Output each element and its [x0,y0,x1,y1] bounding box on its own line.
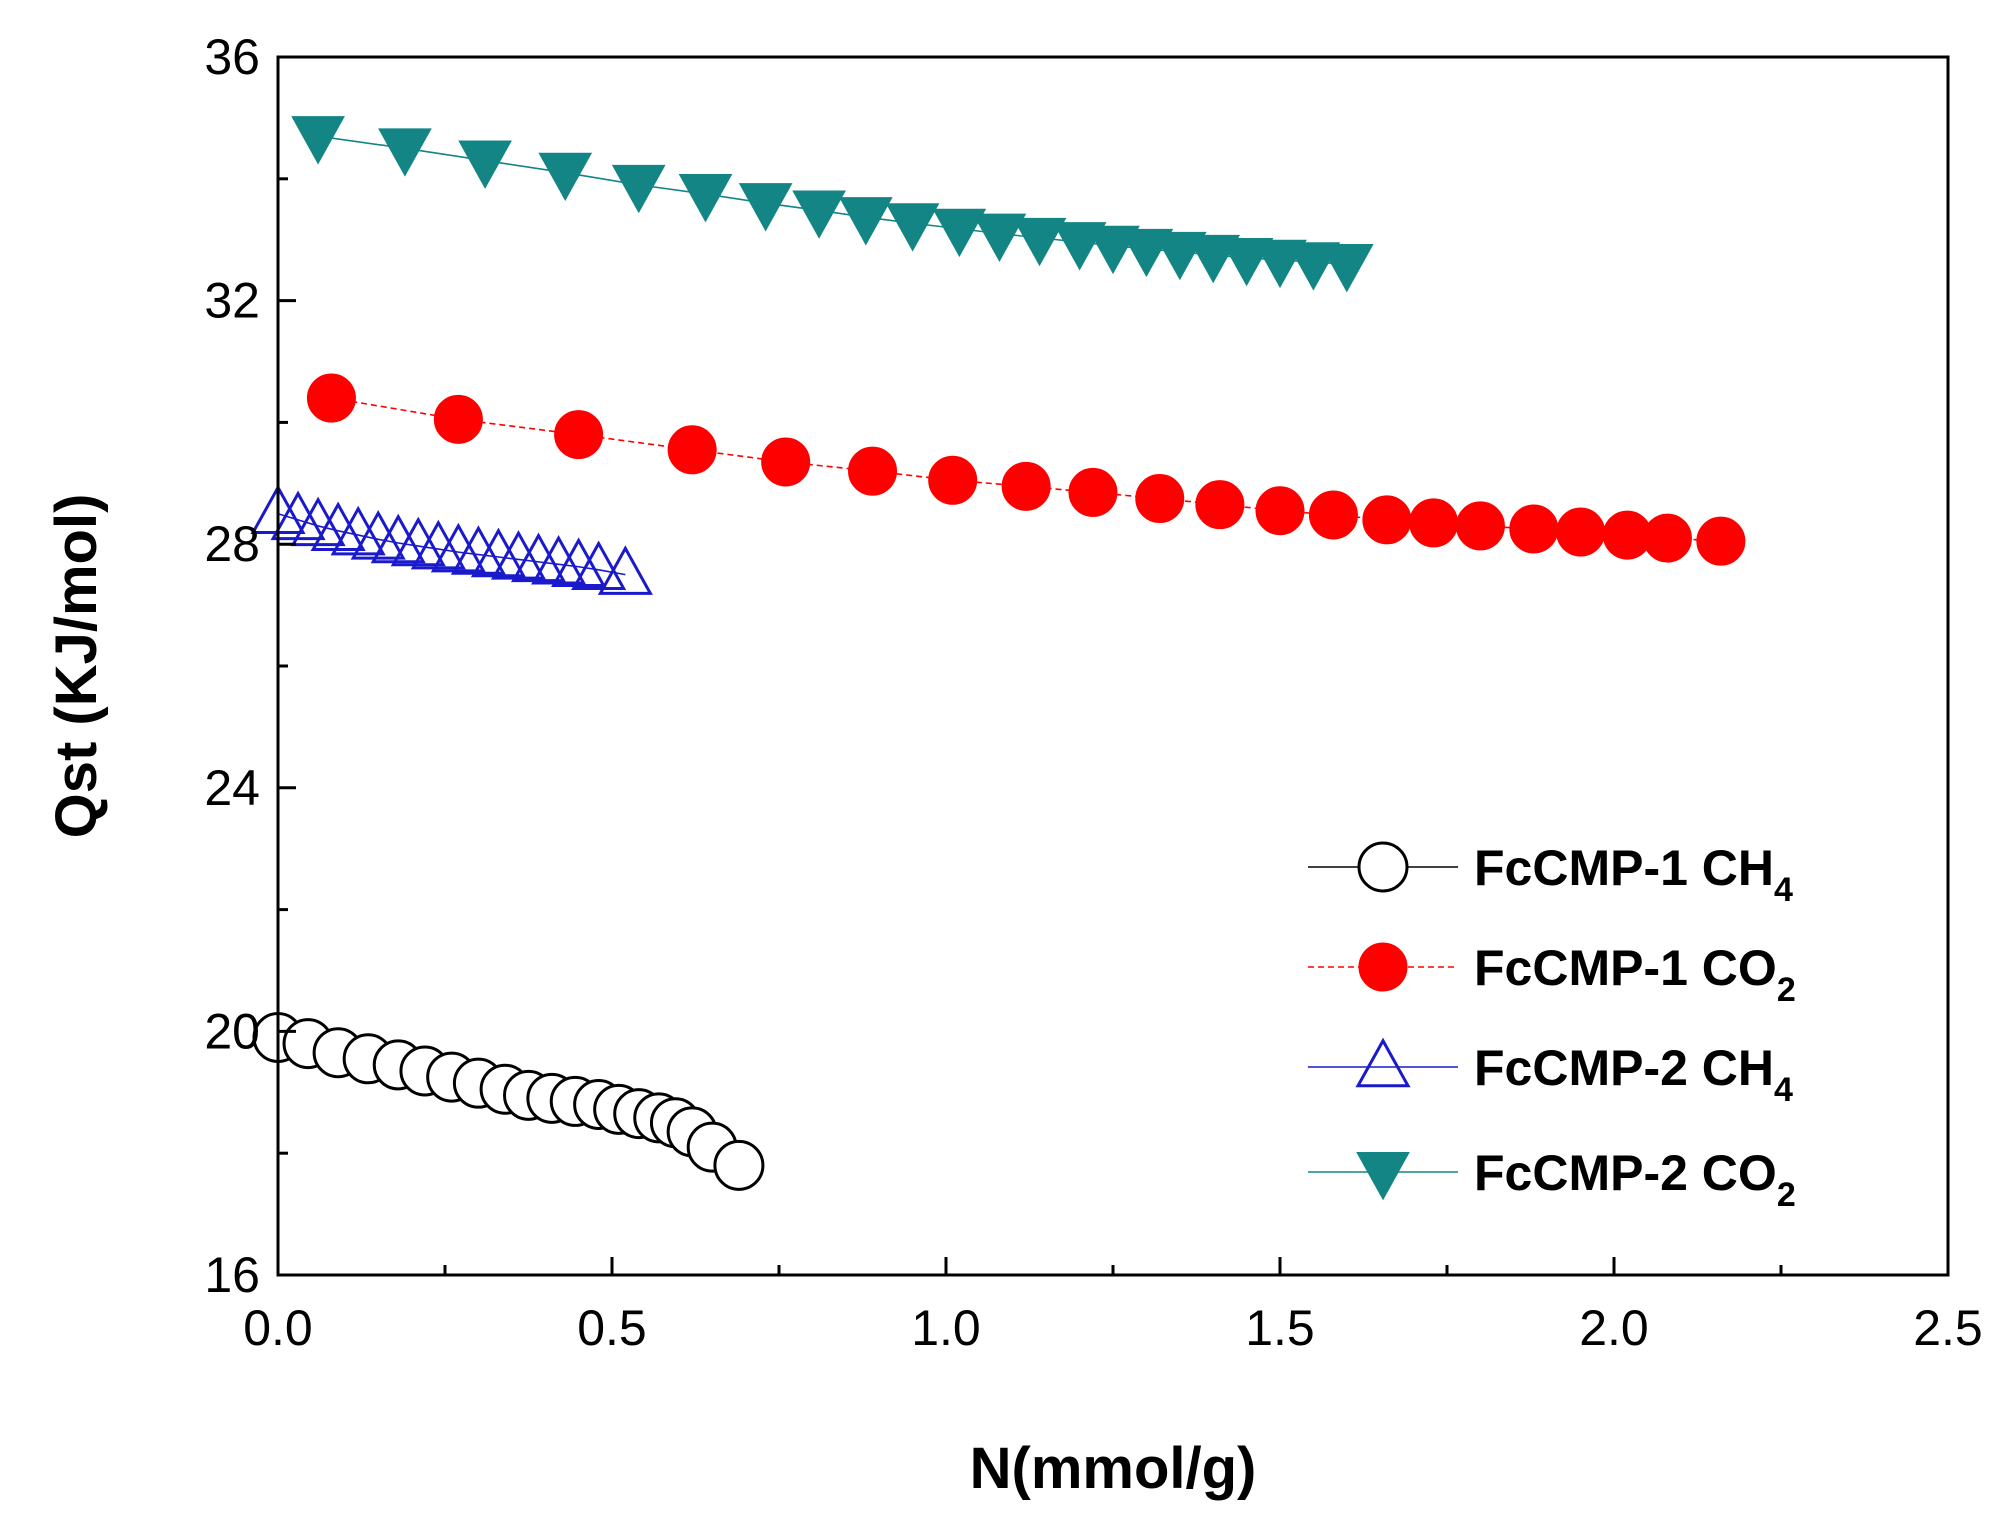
x-tick-label: 1.0 [911,1300,981,1356]
x-tick-label: 1.5 [1245,1300,1315,1356]
data-point [458,140,512,189]
data-point [1509,504,1559,554]
legend-label-subscript: 4 [1774,1071,1793,1109]
data-point [1308,490,1358,540]
legend-label-subscript: 2 [1777,971,1796,1009]
data-point [1068,467,1118,517]
data-point [761,437,811,487]
data-point [350,509,406,560]
data-point [370,513,426,564]
data-point [885,203,940,252]
data-point [713,1139,765,1191]
data-point [330,505,386,556]
data-point [531,534,587,585]
series-line [317,135,1347,265]
data-point [510,532,567,583]
y-tick-label: 28 [204,516,260,572]
data-point [1012,217,1067,267]
data-point [430,522,486,573]
data-point [1556,507,1606,557]
data-point [571,540,627,591]
data-point [932,208,987,258]
data-point [597,545,653,595]
data-point [1455,501,1505,551]
data-point [538,152,593,202]
legend-label-subscript: 2 [1777,1176,1796,1214]
data-point [1409,498,1459,548]
data-point [1362,495,1412,545]
legend-item: FcCMP-1 CO2 [1308,940,1796,1009]
y-tick-label: 32 [204,273,260,329]
axis-ticks [276,55,1950,1277]
legend-label: FcCMP-1 CO2 [1474,940,1796,1009]
legend-item: FcCMP-2 CH4 [1308,1037,1793,1109]
data-point [551,537,607,587]
legend-item: FcCMP-2 CO2 [1308,1145,1796,1214]
data-point [1696,516,1746,566]
data-point [433,394,483,444]
legend-label-subscript: 4 [1774,871,1793,909]
data-point [378,128,432,177]
y-tick-label: 16 [204,1247,260,1303]
data-point [410,519,466,570]
x-tick-label: 0.5 [577,1300,647,1356]
data-point [390,516,446,567]
data-point [928,455,978,505]
x-tick-label: 2.5 [1913,1300,1983,1356]
data-point [1642,513,1692,563]
data-point [1255,486,1305,536]
plot-marks [250,116,1746,1191]
legend-marker [1355,1037,1411,1088]
legend-marker [1357,841,1409,893]
legend: FcCMP-1 CH4 FcCMP-1 CO2 FcCMP-2 CH4 FcCMP-2… [1308,840,1796,1214]
x-axis-title: N(mmol/g) [970,1436,1257,1501]
legend-item: FcCMP-1 CH4 [1308,840,1793,909]
data-point [972,213,1027,262]
data-point [450,525,506,575]
data-point [306,373,356,423]
y-tick-label: 20 [204,1003,260,1059]
data-point [310,501,366,552]
series-3 [250,484,653,595]
data-point [848,446,898,496]
data-point [290,496,346,547]
legend-label: FcCMP-2 CH4 [1474,1040,1793,1109]
series-2 [306,373,1746,566]
data-point [291,116,345,165]
x-tick-label: 0.0 [243,1300,313,1356]
y-tick-label: 36 [204,29,260,85]
data-point [667,425,717,475]
y-axis-title: Qst (KJ/mol) [44,494,109,839]
series-4 [291,116,1374,293]
data-point [490,530,547,580]
series-1 [252,1011,765,1191]
data-point [792,190,846,239]
legend-label: FcCMP-1 CH4 [1474,840,1793,909]
data-point [1135,474,1185,524]
data-point [678,174,733,223]
legend-label: FcCMP-2 CO2 [1474,1145,1796,1214]
data-point [1195,480,1245,530]
x-tick-label: 2.0 [1579,1300,1649,1356]
data-point [554,410,604,460]
legend-marker [1356,1152,1410,1201]
y-tick-label: 24 [204,760,260,816]
data-point [838,197,893,246]
data-point [1001,461,1051,511]
data-point [1319,244,1374,293]
data-point [611,164,666,214]
data-point [470,527,526,578]
legend-marker [1358,942,1408,992]
data-point [738,183,793,232]
